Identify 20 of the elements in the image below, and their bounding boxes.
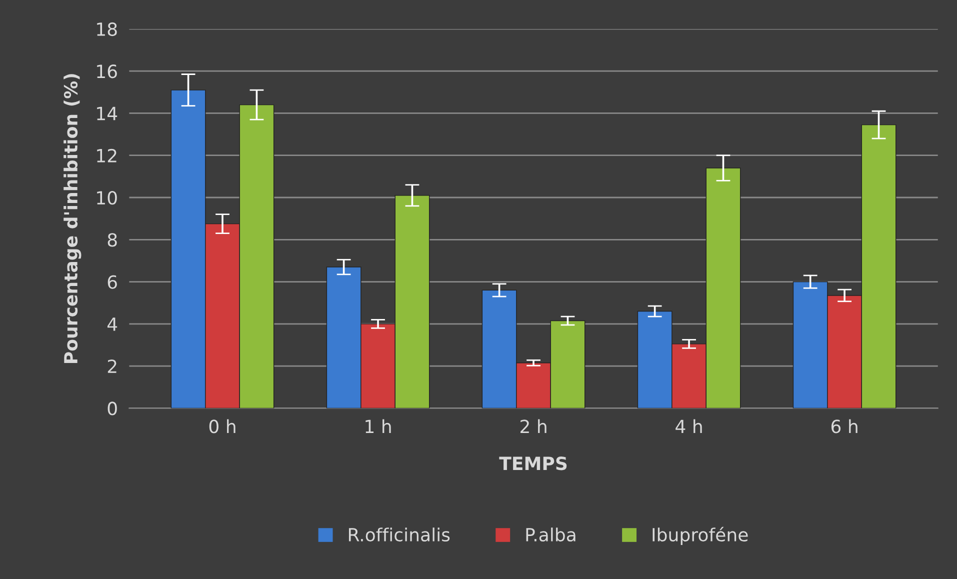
x-tick-label: 1 h bbox=[366, 419, 391, 434]
y-tick-label: 4 bbox=[107, 318, 118, 331]
y-tick-label: 0 bbox=[108, 402, 117, 416]
y-axis-title: Pourcentage d'inhibition (%) bbox=[64, 74, 82, 363]
y-tick-label: 2 bbox=[108, 360, 116, 373]
y-tick-label: 18 bbox=[97, 22, 117, 36]
x-tick-label: 6 h bbox=[831, 419, 858, 434]
y-tick-label: 14 bbox=[97, 106, 118, 120]
y-tick-label: 6 bbox=[108, 275, 117, 289]
x-axis-title: TEMPS bbox=[499, 456, 567, 470]
legend-label: Ibuproféne bbox=[652, 526, 748, 546]
x-tick-label: 0 h bbox=[209, 419, 236, 434]
x-tick-label: 4 h bbox=[676, 419, 702, 434]
y-tick-label: 16 bbox=[97, 64, 117, 78]
y-tick-label: 10 bbox=[97, 190, 117, 205]
legend-label: R.officinalis bbox=[348, 528, 450, 542]
x-tick-label: 2 h bbox=[520, 419, 546, 434]
legend-label: P.alba bbox=[526, 528, 576, 542]
y-tick-label: 8 bbox=[108, 233, 117, 247]
y-tick-label: 12 bbox=[97, 148, 116, 162]
